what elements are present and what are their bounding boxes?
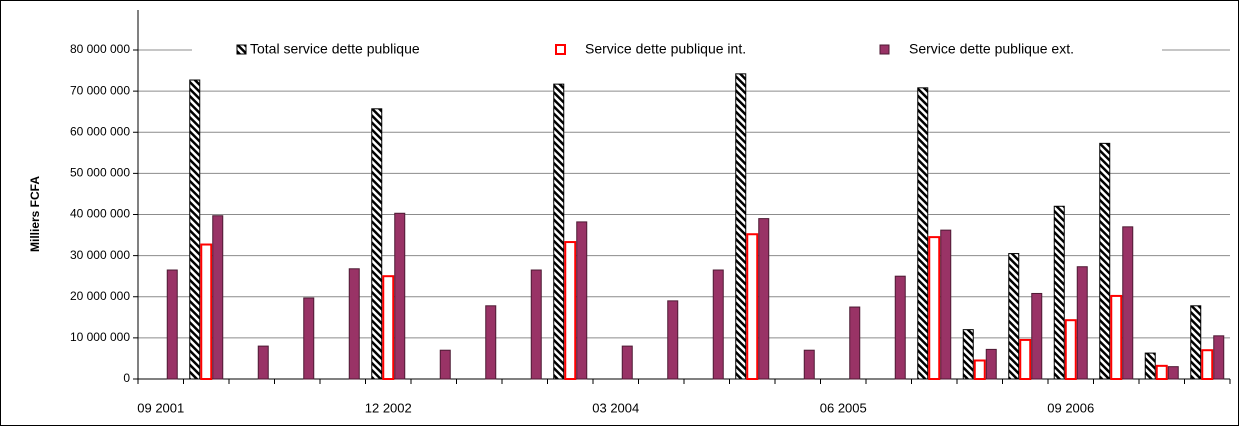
bar: [849, 306, 861, 380]
bar: [1122, 226, 1134, 380]
y-tick-label: 80 000 000: [70, 42, 130, 56]
bar: [257, 345, 269, 380]
bar: [212, 215, 224, 380]
bar: [1144, 352, 1156, 380]
bar: [746, 233, 759, 380]
bar: [962, 329, 974, 380]
bar: [485, 305, 497, 380]
bar: [894, 275, 906, 380]
bar: [1076, 266, 1088, 380]
bar: [1110, 294, 1123, 380]
bar: [1201, 349, 1214, 380]
bar: [1213, 335, 1225, 380]
legend-swatch: [236, 44, 247, 55]
x-tick-label: 09 2006: [1047, 400, 1094, 415]
bar: [1190, 305, 1202, 380]
legend-swatch: [879, 44, 890, 55]
bar: [439, 349, 451, 380]
y-tick-label: 10 000 000: [70, 330, 130, 344]
y-tick-label: 30 000 000: [70, 248, 130, 262]
y-tick-label: 50 000 000: [70, 166, 130, 180]
bar: [928, 236, 941, 380]
x-tick-label: 03 2004: [592, 400, 639, 415]
bar: [803, 349, 815, 380]
bar: [1167, 366, 1179, 380]
y-axis-label: Milliers FCFA: [28, 176, 42, 252]
bar: [985, 348, 997, 380]
bar: [1008, 253, 1020, 380]
y-tick-label: 0: [123, 371, 130, 385]
bar: [940, 229, 952, 380]
y-tick-label: 40 000 000: [70, 207, 130, 221]
bar: [348, 268, 360, 380]
bar: [621, 345, 633, 380]
bar: [667, 300, 679, 380]
x-tick-label: 09 2001: [137, 400, 184, 415]
bar: [382, 275, 395, 380]
bar: [973, 359, 986, 380]
bar: [1155, 364, 1168, 380]
bar: [564, 241, 577, 380]
bar: [371, 108, 383, 380]
bar: [1019, 338, 1032, 380]
y-tick-label: 70 000 000: [70, 83, 130, 97]
bar: [394, 212, 406, 380]
bar: [1031, 292, 1043, 380]
legend-label: Total service dette publique: [250, 41, 420, 57]
bar: [712, 269, 724, 380]
bar: [1053, 205, 1065, 380]
bar: [917, 87, 929, 380]
bar: [530, 269, 542, 380]
bar: [735, 73, 747, 380]
bar: [576, 221, 588, 380]
x-tick-label: 06 2005: [820, 400, 867, 415]
legend-label: Service dette publique int.: [585, 41, 746, 57]
y-tick-label: 60 000 000: [70, 124, 130, 138]
y-tick-label: 20 000 000: [70, 289, 130, 303]
bar: [166, 269, 178, 380]
legend: [192, 37, 1162, 63]
bar: [553, 83, 565, 380]
legend-swatch: [555, 44, 566, 55]
bar: [1099, 142, 1111, 380]
bar: [1064, 319, 1077, 381]
x-tick-label: 12 2002: [365, 400, 412, 415]
bar: [758, 218, 770, 380]
bar: [189, 79, 201, 380]
bar: [200, 243, 213, 380]
bar: [303, 297, 315, 380]
legend-label: Service dette publique ext.: [909, 41, 1074, 57]
